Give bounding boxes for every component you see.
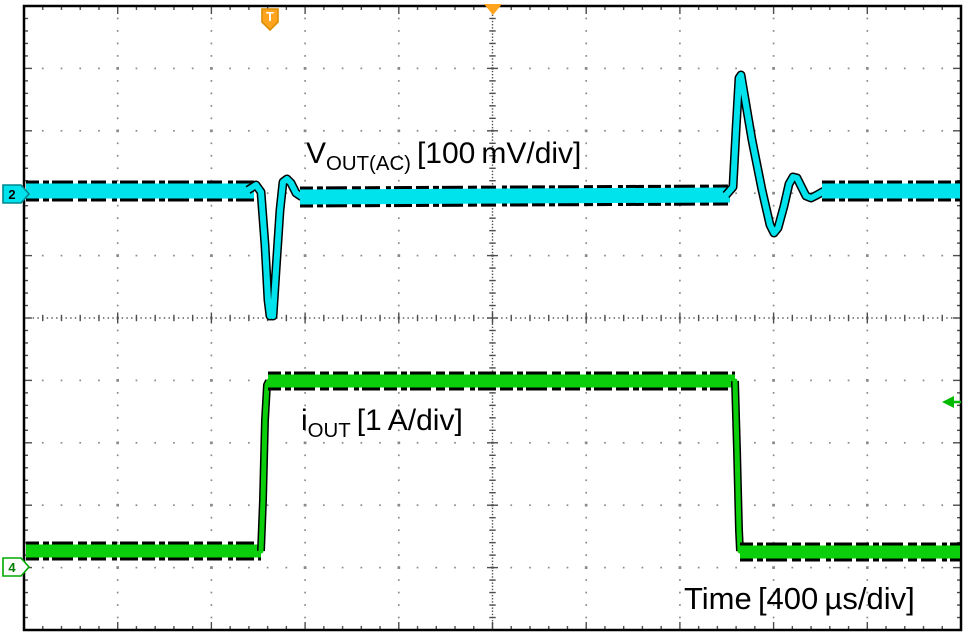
svg-text:4: 4: [8, 560, 16, 575]
vout-subscript: OUT(AC): [326, 153, 411, 175]
iout-trace-label: iOUT [1 A/div]: [301, 405, 463, 441]
iout-subscript: OUT: [307, 420, 351, 442]
iout-trace: [26, 371, 960, 562]
svg-text:T: T: [266, 9, 274, 24]
vout-symbol: V: [306, 137, 327, 170]
iout-units: [1 A/div]: [356, 404, 463, 437]
time-units: [400 µs/div]: [757, 581, 915, 616]
reference-level-arrow: [942, 396, 961, 408]
time-axis-label: Time [400 µs/div]: [684, 581, 915, 616]
channel-4-marker: 4: [2, 557, 31, 577]
svg-text:2: 2: [8, 187, 15, 202]
vout-units: [100 mV/div]: [416, 137, 582, 170]
graticule: [24, 6, 961, 630]
time-word: Time: [684, 581, 752, 616]
vout-trace: [26, 70, 960, 321]
vout-trace-label: VOUT(AC) [100 mV/div]: [306, 138, 581, 174]
trigger-level-marker: T: [261, 8, 279, 32]
iout-symbol: i: [301, 404, 308, 437]
trigger-time-marker: [484, 4, 502, 15]
channel-2-marker: 2: [2, 184, 31, 204]
